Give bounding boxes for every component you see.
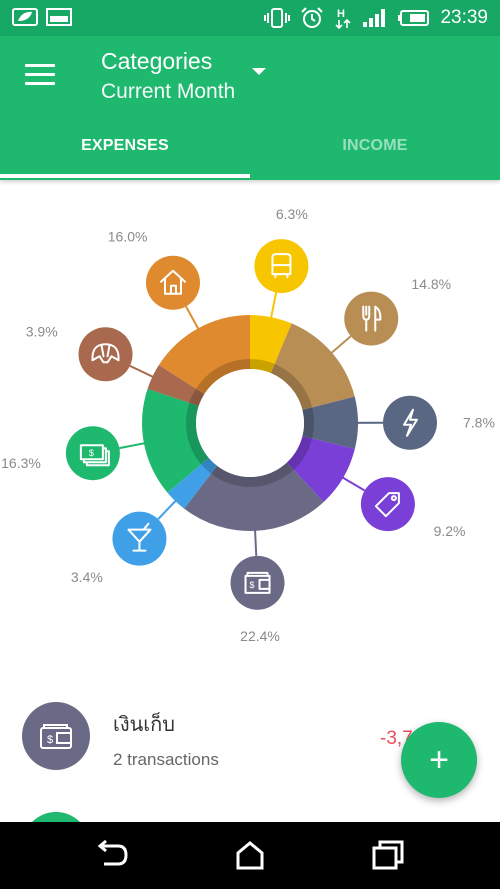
slice-percent-label: 6.3% [276,206,308,222]
donut-slice-shade [185,402,209,465]
slice-percent-label: 16.0% [108,228,148,244]
donut-slice-shade [189,388,205,406]
donut-slice[interactable] [286,436,355,503]
vibrate-icon [264,8,291,28]
slice-percent-label: 14.8% [411,276,451,292]
donut-slice-shade [195,359,250,395]
period-selector[interactable]: Current Month [101,80,236,103]
slice-connector [185,305,209,347]
category-bubble[interactable] [344,291,399,346]
category-bubble-circle[interactable] [78,327,133,382]
slice-percent-label: 7.8% [463,415,495,431]
category-bubble-circle[interactable] [65,426,120,481]
category-bubble-circle[interactable] [360,477,415,532]
category-bubble-circle[interactable] [230,555,285,610]
lightning-icon [403,408,418,437]
data-h-icon: H [335,8,352,30]
svg-text:H: H [337,8,345,20]
plus-icon: + [429,741,449,779]
slice-connector [325,466,366,492]
donut-slice[interactable] [141,388,209,493]
donut-slice[interactable] [302,396,358,450]
tab-indicator [0,174,250,178]
category-bubble[interactable] [78,327,133,382]
home-icon[interactable] [230,838,270,872]
svg-text:$: $ [89,448,94,458]
add-transaction-button[interactable]: + [401,722,477,798]
slice-connector [119,438,164,450]
slice-percent-label: 9.2% [434,523,466,539]
list-item-title: เงินเก็บ [113,714,175,736]
donut-slice-shade [286,436,313,470]
slice-percent-label: 22.4% [240,628,280,644]
alarm-icon [301,7,324,28]
donut-slice-shade [210,462,294,487]
category-bubble[interactable] [382,395,437,450]
back-icon[interactable] [92,838,132,872]
donut-slice-shade [302,407,314,439]
category-bubble-circle[interactable] [344,291,399,346]
house-icon [159,269,186,295]
battery-icon [398,10,430,26]
donut-slice[interactable] [147,365,205,406]
navigation-bar [0,822,500,889]
donut-slice-shade [270,363,313,410]
cocktail-icon [127,522,152,552]
category-bubble-circle[interactable] [112,511,167,566]
bus-icon [271,253,292,279]
signal-icon [363,9,386,27]
list-item[interactable]: $ เงินเก็บ 2 transactions -3,7 [0,690,500,790]
image-icon [46,8,72,26]
svg-text:$: $ [250,580,255,590]
slice-percent-label: 16.3% [1,455,41,471]
chevron-down-icon[interactable] [252,68,266,75]
donut-slice-shade [250,359,275,374]
category-bubble[interactable] [112,511,167,566]
list-item-subtitle: 2 transactions [113,750,219,769]
slice-connector [253,510,258,556]
app-bar: Categories Current Month EXPENSES INCOME [0,36,500,180]
category-bubble[interactable] [254,239,309,294]
donut-slice[interactable] [250,315,292,374]
tab-income[interactable]: INCOME [342,137,408,154]
slice-connector [266,292,278,337]
slice-percent-label: 3.9% [26,323,58,339]
donut-slice-shade [201,457,218,474]
menu-icon[interactable] [25,64,55,86]
wallet-icon: $ [244,571,271,594]
category-bubble[interactable] [145,255,200,310]
status-bar: H 23:39 [0,0,500,36]
status-clock: 23:39 [440,7,488,28]
slice-connector [157,485,190,520]
donut-slice[interactable] [184,462,324,531]
category-bubble-circle[interactable] [382,395,437,450]
category-bubble-circle[interactable] [145,255,200,310]
slice-percent-label: 3.4% [71,569,103,585]
category-bubble[interactable]: $ [230,555,285,610]
donut-slice[interactable] [158,315,250,395]
wallet-icon: $ [22,702,90,770]
fork-knife-icon [362,305,382,332]
donut-hole [196,369,304,477]
tab-expenses[interactable]: EXPENSES [81,137,169,154]
slice-connector [316,335,352,367]
croissant-icon [91,343,120,364]
recents-icon[interactable] [368,838,408,872]
svg-text:$: $ [47,734,53,746]
cash-icon: $ [79,444,110,467]
leaf-icon [12,8,38,26]
page-title: Categories [101,48,213,74]
slice-connector [129,364,171,387]
category-bubble-circle[interactable] [254,239,309,294]
category-bubble[interactable]: $ [65,426,120,481]
price-tag-icon [374,492,400,518]
category-bubble[interactable] [360,477,415,532]
donut-slice[interactable] [270,323,355,410]
category-donut-chart: $ $ 6.3% 14.8% 7.8% 9.2% 22.4% 3.4% 16.3% 3.9% 16… [1,206,495,644]
